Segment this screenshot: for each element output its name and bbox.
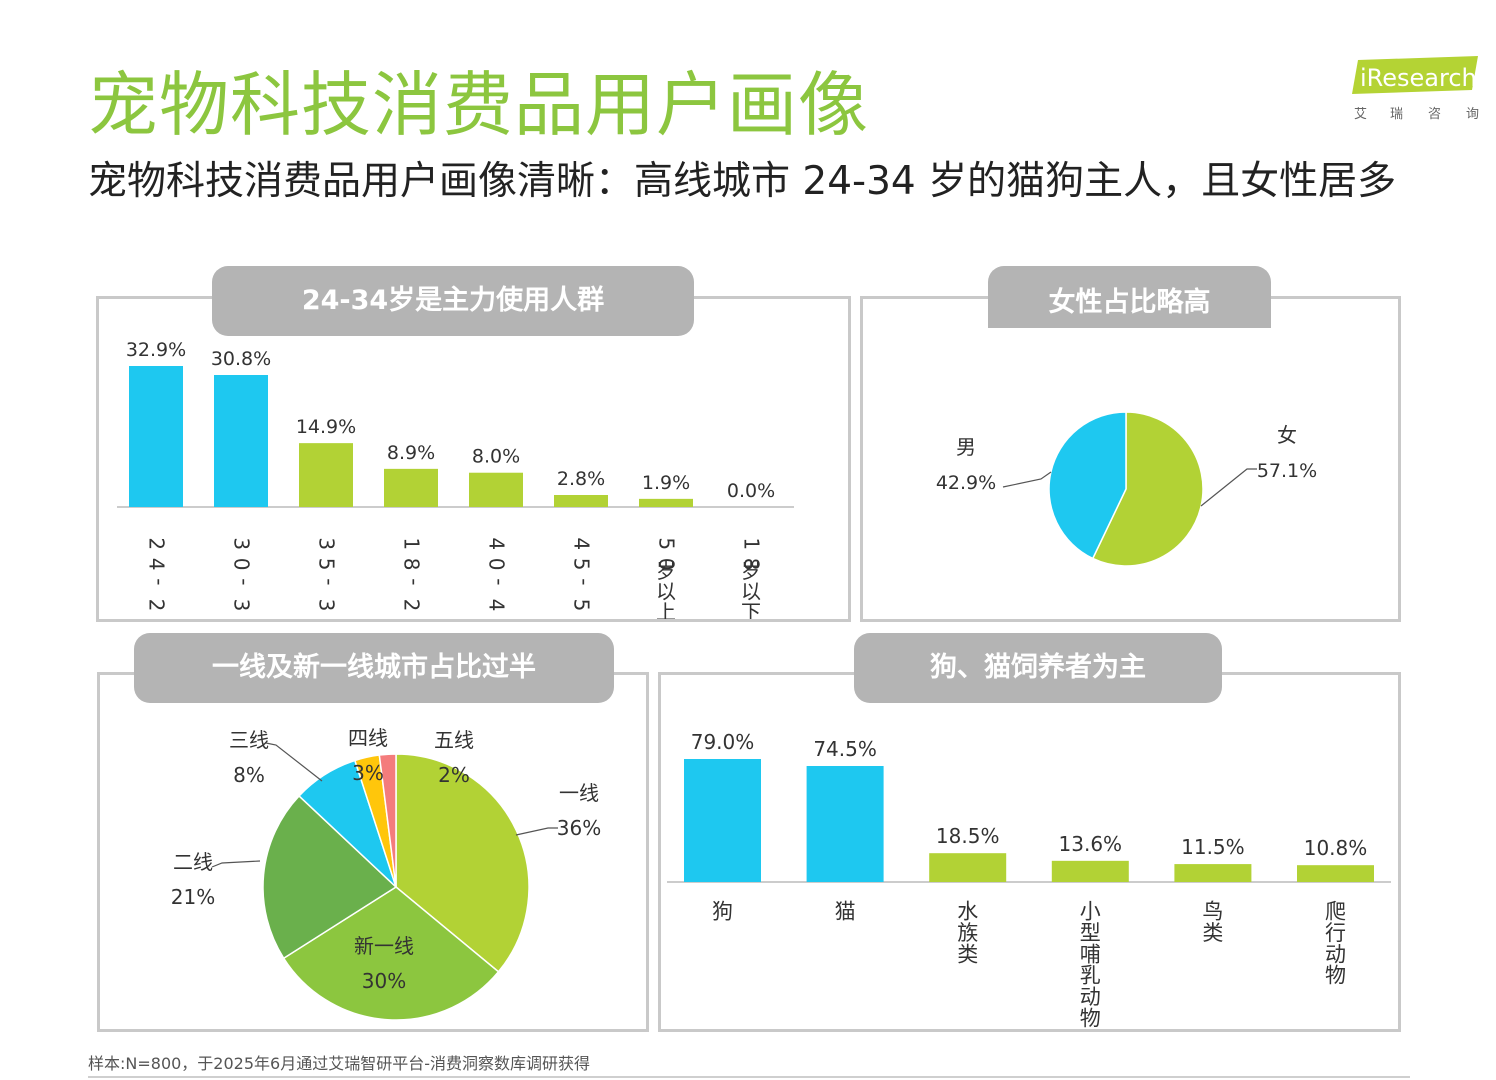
pet-bar-chart: 79.0% 狗 74.5% 猫 18.5% 水族类 13.6% 小型哺乳动物 11.5% 鸟类 10… [667, 730, 1391, 1029]
city-slice-3 [262, 794, 398, 960]
logo-cn-3: 咨 [1428, 107, 1441, 122]
age-category-label-7: 5 0岁以上 [655, 537, 679, 619]
age-category-label-5: 40-44岁 [485, 537, 512, 619]
city-tier4-value: 3% [352, 761, 384, 785]
city-tier2-leader [211, 860, 261, 868]
city-newtier1-value: 30% [362, 969, 406, 993]
pet-bar-5 [1174, 864, 1252, 882]
age-category-label-3: 35-39岁 [315, 537, 342, 619]
pet-panel-heading: 狗、猫饲养者为主 [854, 633, 1222, 703]
gender-panel: 女 57.1% 男 42.9% [860, 296, 1401, 622]
age-bar-4 [384, 468, 438, 507]
age-category-label-6: 45-50岁 [570, 537, 597, 619]
gender-male-name: 男 [956, 435, 976, 459]
page-title: 宠物科技消费品用户画像 [88, 64, 869, 146]
age-bar-label-5: 8.0% [472, 446, 520, 468]
footnote: 样本:N=800，于2025年6月通过艾瑞智研平台-消费洞察数库调研获得 [88, 1054, 590, 1073]
age-category-label-2: 30-34岁 [230, 537, 257, 619]
gender-female-name: 女 [1277, 423, 1297, 447]
city-tier3-name: 三线 [229, 728, 269, 752]
page-subtitle: 宠物科技消费品用户画像清晰：高线城市 24-34 岁的猫狗主人，且女性居多 [88, 159, 1397, 204]
age-bar-1 [129, 366, 183, 507]
age-bar-label-4: 8.9% [387, 442, 435, 464]
pet-bar-label-5: 11.5% [1181, 835, 1245, 859]
gender-male-value: 42.9% [936, 472, 996, 494]
age-category-label-1: 24-29岁 [145, 537, 172, 619]
age-bar-7 [639, 498, 693, 507]
age-bar-2 [214, 375, 268, 507]
pet-bar-label-6: 10.8% [1304, 836, 1368, 860]
pet-category-label-5: 鸟类 [1202, 899, 1223, 944]
age-bar-label-6: 2.8% [557, 468, 605, 490]
city-tier3-value: 8% [233, 763, 265, 787]
city-tier1-leader [515, 827, 558, 836]
city-slice-6 [378, 753, 397, 888]
iresearch-logo: iResearch 艾 瑞 咨 询 [1352, 56, 1479, 122]
pet-bar-1 [684, 759, 761, 882]
gender-panel-heading: 女性占比略高 [988, 266, 1271, 328]
age-bar-label-2: 30.8% [211, 348, 271, 370]
city-slice-1 [395, 753, 530, 973]
city-tier5-value: 2% [438, 763, 470, 787]
pet-category-label-4: 小型哺乳动物 [1080, 899, 1101, 1029]
pet-bar-label-1: 79.0% [691, 730, 755, 754]
age-category-label-8: 1 8岁以下 [740, 537, 764, 619]
logo-text: iResearch [1360, 64, 1477, 92]
city-panel-heading: 一线及新一线城市占比过半 [134, 633, 614, 703]
city-panel: 一线 36% 新一线 30% 二线 21% 三线 8% 四线 3% 五线 2% [97, 672, 649, 1032]
gender-male-leader [1002, 471, 1052, 488]
pet-category-label-2: 猫 [835, 899, 856, 923]
gender-female-leader [1200, 468, 1257, 507]
city-tier5-name: 五线 [434, 728, 474, 752]
age-bar-label-7: 1.9% [642, 472, 690, 494]
city-slice-2 [282, 886, 500, 1021]
pet-category-label-1: 狗 [712, 899, 733, 923]
city-newtier1-name: 新一线 [354, 934, 414, 958]
age-bar-label-8: 0.0% [727, 480, 775, 502]
pet-bar-3 [929, 853, 1007, 882]
city-tier4-name: 四线 [348, 726, 388, 750]
city-tier1-value: 36% [557, 816, 601, 840]
logo-cn-2: 瑞 [1390, 107, 1403, 122]
gender-female-value: 57.1% [1257, 460, 1317, 482]
footer-divider [88, 1076, 1410, 1078]
pet-bar-6 [1297, 865, 1374, 882]
gender-pie-chart: 女 57.1% 男 42.9% [936, 411, 1317, 567]
city-tier1-name: 一线 [559, 781, 599, 805]
city-tier2-value: 21% [171, 885, 215, 909]
age-bar-chart: 32.9% 24-29岁 30.8% 30-34岁 14.9% 35-39岁 8.9% 18-… [117, 339, 794, 619]
pet-bar-label-4: 13.6% [1059, 832, 1123, 856]
age-bar-5 [469, 472, 523, 507]
pet-category-label-3: 水族类 [957, 899, 978, 966]
age-bar-label-3: 14.9% [296, 416, 356, 438]
logo-cn-4: 询 [1466, 107, 1479, 122]
pet-bar-label-2: 74.5% [813, 737, 877, 761]
pet-bar-4 [1051, 860, 1129, 882]
city-tier2-name: 二线 [173, 850, 213, 874]
age-bar-label-1: 32.9% [126, 339, 186, 361]
pet-bar-label-3: 18.5% [936, 824, 1000, 848]
age-bar-6 [554, 495, 608, 507]
pet-bar-2 [806, 766, 884, 882]
age-panel-heading: 24-34岁是主力使用人群 [212, 266, 694, 336]
age-category-label-4: 18-23岁 [400, 537, 427, 619]
age-panel: 32.9% 24-29岁 30.8% 30-34岁 14.9% 35-39岁 8.9% 18-… [96, 296, 851, 622]
logo-banner-shape [1352, 56, 1478, 94]
age-bar-3 [299, 443, 353, 507]
city-pie-chart: 一线 36% 新一线 30% 二线 21% 三线 8% 四线 3% 五线 2% [171, 726, 601, 1021]
city-tier3-leader [265, 742, 323, 782]
pet-panel: 79.0% 狗 74.5% 猫 18.5% 水族类 13.6% 小型哺乳动物 11.5% 鸟类 10… [658, 672, 1401, 1032]
pet-category-label-6: 爬行动物 [1325, 899, 1346, 987]
logo-cn-1: 艾 [1354, 107, 1367, 122]
